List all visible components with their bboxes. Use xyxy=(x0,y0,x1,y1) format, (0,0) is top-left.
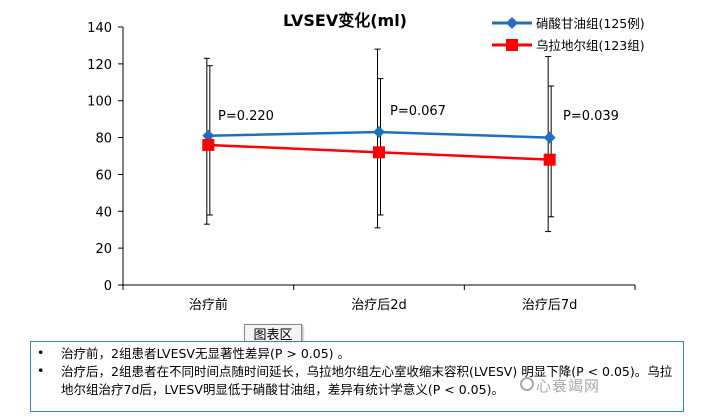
legend-label-urapidil: 乌拉地尔组(123组) xyxy=(536,38,645,53)
data-point-1-2[interactable] xyxy=(543,153,556,166)
x-tick-label-2: 治疗后7d xyxy=(522,298,578,313)
legend-label-nitroglycerin: 硝酸甘油组(125例) xyxy=(536,16,645,31)
y-tick-label-6: 120 xyxy=(87,58,112,73)
y-tick-label-1: 20 xyxy=(95,242,112,257)
y-tick-label-0: 0 xyxy=(104,279,112,294)
p-value-label-1: P=0.220 xyxy=(218,109,274,124)
y-tick-label-5: 100 xyxy=(87,95,112,110)
chart-title: LVSEV变化(ml) xyxy=(283,11,407,30)
p-value-label-3: P=0.039 xyxy=(563,109,619,124)
watermark-text: 心衰竭网 xyxy=(536,377,601,395)
legend-marker-nitroglycerin xyxy=(506,17,518,29)
p-value-label-2: P=0.067 xyxy=(390,104,446,119)
y-ticks: 0 20 40 60 80 100 120 140 xyxy=(87,21,123,294)
legend-marker-urapidil xyxy=(506,39,518,51)
y-tick-label-3: 60 xyxy=(95,168,112,183)
bullet: • xyxy=(37,345,45,360)
y-tick-label-2: 40 xyxy=(95,205,112,220)
watermark-icon xyxy=(520,377,534,391)
x-tick-label-0: 治疗前 xyxy=(189,297,228,313)
x-ticks: 治疗前 治疗后2d 治疗后7d xyxy=(122,285,636,313)
data-point-0-0[interactable] xyxy=(202,129,215,142)
data-point-0-1[interactable] xyxy=(373,126,385,139)
note-text-2: 治疗后，2组患者在不同时间点随时间延长，乌拉地尔组左心室收缩末容积(LVESV)… xyxy=(61,364,673,397)
data-point-0-2[interactable] xyxy=(543,131,556,144)
bullet: • xyxy=(37,363,45,378)
y-tick-label-7: 140 xyxy=(87,21,112,36)
x-tick-label-1: 治疗后2d xyxy=(351,298,407,313)
data-point-1-0[interactable] xyxy=(202,138,215,151)
note-text-1: 治疗前，2组患者LVESV无显著性差异(P > 0.05) 。 xyxy=(61,346,350,361)
legend: 硝酸甘油组(125例) 乌拉地尔组(123组) xyxy=(492,16,645,53)
data-point-1-1[interactable] xyxy=(373,146,385,159)
notes-box: • 治疗前，2组患者LVESV无显著性差异(P > 0.05) 。 • 治疗后，… xyxy=(30,341,684,412)
error-bars xyxy=(203,48,555,233)
y-tick-label-4: 80 xyxy=(95,132,112,147)
series-markers xyxy=(202,126,556,166)
